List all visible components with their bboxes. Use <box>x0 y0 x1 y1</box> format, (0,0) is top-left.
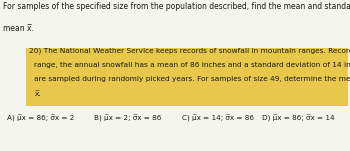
Text: D) μ̅x = 86; σ̅x = 14: D) μ̅x = 86; σ̅x = 14 <box>262 115 335 122</box>
Text: B) μ̅x = 2; σ̅x = 86: B) μ̅x = 2; σ̅x = 86 <box>94 115 162 122</box>
Text: mean x̅.: mean x̅. <box>3 24 34 33</box>
Text: For samples of the specified size from the population described, find the mean a: For samples of the specified size from t… <box>3 2 350 11</box>
Bar <box>26 48 348 106</box>
Text: are sampled during randomly picked years. For samples of size 49, determine the : are sampled during randomly picked years… <box>34 76 350 82</box>
Text: 20) The National Weather Service keeps records of snowfall in mountain ranges. R: 20) The National Weather Service keeps r… <box>29 48 350 54</box>
Text: range, the annual snowfall has a mean of 86 inches and a standard deviation of 1: range, the annual snowfall has a mean of… <box>34 62 350 68</box>
Text: C) μ̅x = 14; σ̅x = 86: C) μ̅x = 14; σ̅x = 86 <box>182 115 254 122</box>
Text: A) μ̅x = 86; σ̅x = 2: A) μ̅x = 86; σ̅x = 2 <box>7 115 74 122</box>
Text: x̅.: x̅. <box>34 91 41 97</box>
